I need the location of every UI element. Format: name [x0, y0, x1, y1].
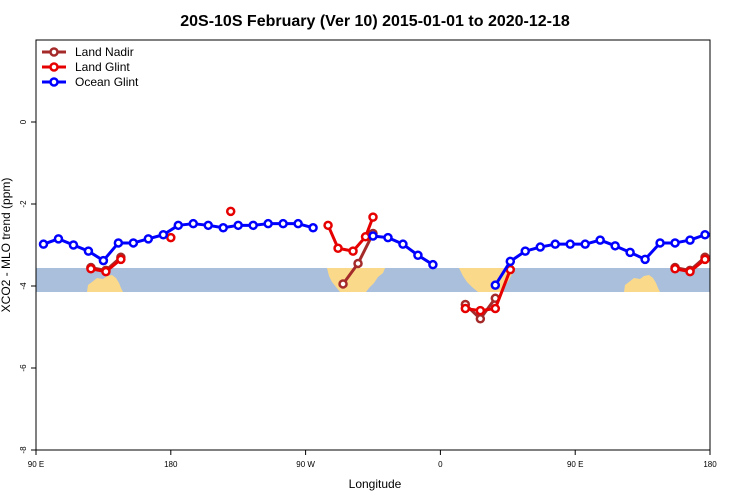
data-point-land-glint: [333, 243, 343, 254]
data-point-land-nadir: [475, 314, 486, 324]
data-point-ocean-glint: [535, 242, 546, 252]
data-point-ocean-glint: [278, 218, 288, 229]
data-point-ocean-glint: [263, 218, 273, 229]
data-point-land-glint: [116, 254, 126, 265]
data-point-land-glint: [475, 305, 486, 316]
y-tick-label: -6: [19, 364, 28, 372]
chart-title: 20S-10S February (Ver 10) 2015-01-01 to …: [180, 13, 570, 30]
land-patch-africa: [87, 275, 123, 292]
legend-item-land-nadir: Land Nadir: [42, 45, 134, 59]
data-point-land-nadir: [353, 258, 363, 269]
data-point-ocean-glint: [83, 246, 94, 256]
data-point-land-glint: [225, 206, 236, 217]
data-point-land-nadir: [338, 279, 348, 289]
data-point-ocean-glint: [143, 234, 154, 244]
data-point-ocean-glint: [505, 256, 516, 267]
data-point-land-glint: [86, 264, 96, 274]
plot-frame: [35, 39, 711, 451]
legend-marker: [49, 77, 59, 87]
series-line-land-glint: [465, 269, 512, 313]
data-point-ocean-glint: [128, 238, 139, 248]
x-tick-label: 180: [703, 460, 717, 469]
x-axis: 90 E 180 90 W 0 90 E 180: [28, 450, 717, 469]
legend-item-ocean-glint: Ocean Glint: [42, 75, 139, 89]
y-tick-label: -8: [19, 446, 28, 454]
y-axis-label: XCO2 - MLO trend (ppm): [0, 178, 13, 313]
data-point-ocean-glint: [218, 223, 228, 233]
series-ocean-glint: [38, 218, 710, 290]
data-point-ocean-glint: [38, 239, 49, 249]
data-point-ocean-glint: [580, 239, 590, 249]
data-point-ocean-glint: [158, 230, 169, 240]
legend-marker: [49, 47, 59, 57]
legend-label: Land Glint: [75, 60, 130, 74]
x-tick-label: 0: [438, 460, 443, 469]
data-point-ocean-glint: [398, 239, 408, 249]
data-point-ocean-glint: [670, 238, 680, 248]
data-point-ocean-glint: [368, 231, 378, 241]
legend-item-land-glint: Land Glint: [42, 60, 130, 74]
data-point-ocean-glint: [550, 239, 560, 249]
data-point-ocean-glint: [308, 223, 318, 233]
legend-label: Land Nadir: [75, 45, 134, 59]
data-point-ocean-glint: [293, 218, 303, 229]
data-point-ocean-glint: [98, 255, 109, 266]
series-layer: [38, 206, 710, 324]
data-point-land-glint: [360, 232, 371, 242]
legend-label: Ocean Glint: [75, 75, 139, 89]
data-point-land-glint: [323, 220, 333, 231]
data-point-ocean-glint: [625, 247, 635, 258]
data-point-ocean-glint: [113, 238, 124, 248]
data-point-ocean-glint: [383, 232, 393, 243]
x-tick-label: 90 E: [28, 460, 44, 469]
y-tick-label: 0: [19, 119, 28, 124]
data-point-ocean-glint: [53, 234, 64, 244]
data-point-ocean-glint: [520, 246, 531, 256]
x-tick-label: 90 E: [567, 460, 583, 469]
data-point-ocean-glint: [685, 235, 695, 245]
data-point-ocean-glint: [700, 230, 710, 240]
data-point-ocean-glint: [565, 239, 575, 249]
data-point-ocean-glint: [188, 218, 199, 229]
data-point-land-glint: [670, 264, 680, 274]
data-point-ocean-glint: [490, 280, 501, 290]
data-point-land-glint: [685, 266, 695, 277]
y-tick-label: -4: [19, 282, 28, 290]
legend-marker: [49, 62, 59, 72]
data-point-land-glint: [166, 232, 176, 243]
data-point-ocean-glint: [428, 259, 438, 270]
data-point-land-glint: [348, 246, 358, 256]
x-axis-label: Longitude: [349, 477, 402, 491]
data-point-ocean-glint: [68, 240, 79, 250]
data-point-ocean-glint: [203, 220, 213, 231]
x-tick-label: 90 W: [296, 460, 315, 469]
data-point-land-glint: [490, 303, 501, 314]
land-mask-strip: [36, 268, 710, 292]
data-point-ocean-glint: [173, 220, 184, 231]
data-point-ocean-glint: [610, 241, 620, 251]
data-point-land-glint: [368, 212, 378, 222]
y-tick-label: -2: [19, 200, 28, 208]
data-point-ocean-glint: [640, 254, 650, 265]
data-point-ocean-glint: [655, 238, 665, 248]
y-axis: 0 -2 -4 -6 -8: [19, 119, 36, 454]
data-point-ocean-glint: [413, 250, 423, 260]
data-point-land-glint: [101, 266, 111, 277]
data-point-ocean-glint: [595, 235, 605, 245]
land-patch-africa-repeat: [624, 275, 660, 292]
data-point-ocean-glint: [233, 220, 243, 231]
x-tick-label: 180: [164, 460, 178, 469]
data-point-ocean-glint: [248, 220, 258, 231]
data-point-land-glint: [700, 254, 710, 265]
series-land-glint: [86, 206, 710, 316]
data-point-land-glint: [460, 303, 471, 314]
